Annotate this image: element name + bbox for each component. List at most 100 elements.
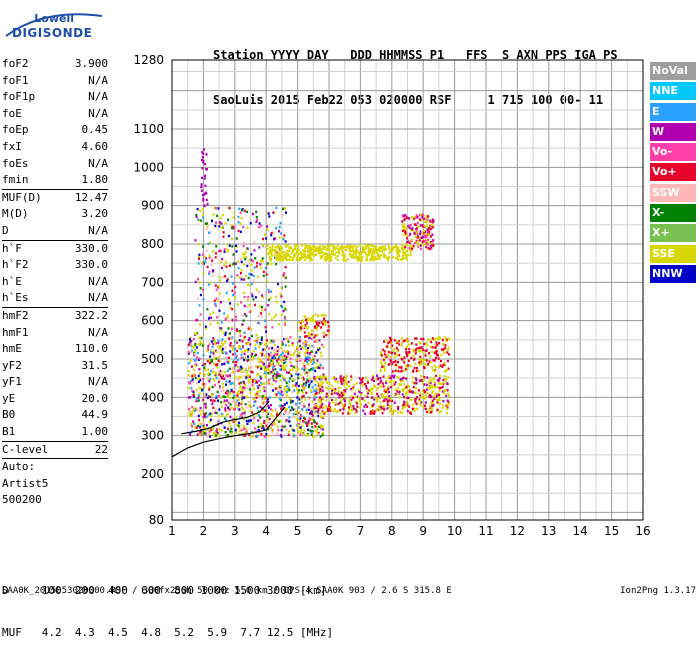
echo-point [415, 241, 418, 244]
echo-point [304, 345, 307, 348]
echo-point [221, 373, 224, 377]
echo-point [229, 392, 232, 395]
echo-point [304, 384, 307, 387]
echo-point [291, 259, 294, 262]
echo-point [263, 343, 266, 346]
echo-point [377, 395, 380, 398]
echo-point [278, 259, 281, 262]
echo-point [351, 249, 354, 252]
echo-point [286, 384, 289, 387]
echo-point [277, 429, 280, 432]
echo-point [244, 356, 247, 359]
echo-point [329, 409, 332, 412]
echo-point [276, 345, 279, 349]
echo-point [404, 214, 407, 217]
echo-point [203, 386, 206, 389]
echo-point [448, 394, 450, 397]
echo-point [275, 380, 277, 383]
echo-point [298, 410, 301, 414]
echo-point [358, 390, 361, 394]
echo-point [320, 382, 323, 386]
echo-point [227, 406, 230, 409]
echo-point [325, 333, 328, 337]
echo-point [427, 338, 430, 341]
echo-point [325, 248, 328, 252]
echo-point [229, 306, 232, 309]
echo-point [320, 391, 323, 394]
echo-point [316, 425, 319, 429]
echo-point [283, 317, 286, 320]
echo-point [405, 351, 408, 354]
echo-point [308, 336, 311, 339]
echo-point [228, 244, 231, 247]
echo-point [285, 255, 288, 258]
echo-point [429, 244, 432, 247]
echo-point [382, 394, 385, 398]
echo-point [321, 376, 324, 379]
echo-point [324, 256, 327, 260]
param-name: foEs [2, 156, 29, 170]
echo-point [319, 255, 322, 258]
echo-point [299, 336, 302, 339]
echo-point [299, 329, 302, 332]
echo-point [326, 407, 329, 410]
param-row: foF1p N/A [2, 89, 108, 106]
echo-point [310, 408, 313, 411]
echo-point [214, 256, 217, 259]
echo-point [266, 398, 269, 401]
echo-point [377, 255, 380, 258]
echo-point [198, 242, 201, 246]
echo-point [217, 285, 220, 288]
echo-point [355, 400, 358, 404]
echo-point [242, 424, 245, 428]
echo-point [263, 421, 266, 424]
echo-point [423, 375, 426, 379]
echo-point [293, 247, 296, 250]
echo-point [432, 386, 435, 389]
echo-point [222, 389, 225, 392]
echo-point [212, 342, 215, 346]
echo-point [414, 391, 416, 394]
echo-point [316, 333, 319, 337]
echo-point [281, 374, 284, 378]
echo-point [420, 401, 423, 404]
echo-point [397, 251, 400, 254]
echo-point [292, 248, 295, 251]
echo-point [198, 256, 201, 259]
echo-point [320, 376, 323, 379]
echo-point [423, 404, 426, 407]
legend: NoVal NNE E W Vo- Vo+ SSW X- X+ SSE NNW [650, 62, 696, 285]
echo-point [190, 344, 193, 348]
echo-point [421, 396, 424, 399]
echo-point [260, 423, 263, 426]
echo-point [254, 347, 257, 350]
echo-point [371, 411, 374, 415]
echo-point [255, 339, 258, 343]
echo-point [365, 259, 368, 262]
echo-point [189, 382, 192, 385]
echo-point [345, 245, 348, 249]
echo-point [330, 384, 333, 387]
echo-point [219, 347, 222, 351]
echo-point [268, 372, 271, 375]
echo-point [219, 386, 222, 389]
echo-point [282, 365, 285, 368]
echo-point [284, 254, 287, 257]
echo-point [427, 238, 430, 242]
echo-point [382, 399, 385, 403]
echo-point [306, 352, 309, 355]
echo-point [250, 431, 253, 434]
echo-point [225, 265, 228, 268]
echo-point [259, 416, 262, 419]
echo-point [419, 218, 421, 221]
echo-point [194, 362, 197, 365]
echo-point [212, 213, 215, 216]
echo-point [425, 233, 428, 236]
echo-point [313, 377, 316, 380]
param-value: 0.45 [81, 123, 109, 137]
echo-point [309, 352, 312, 355]
echo-point [359, 244, 362, 247]
echo-point [434, 337, 437, 341]
echo-point [306, 356, 309, 359]
echo-point [401, 341, 404, 344]
